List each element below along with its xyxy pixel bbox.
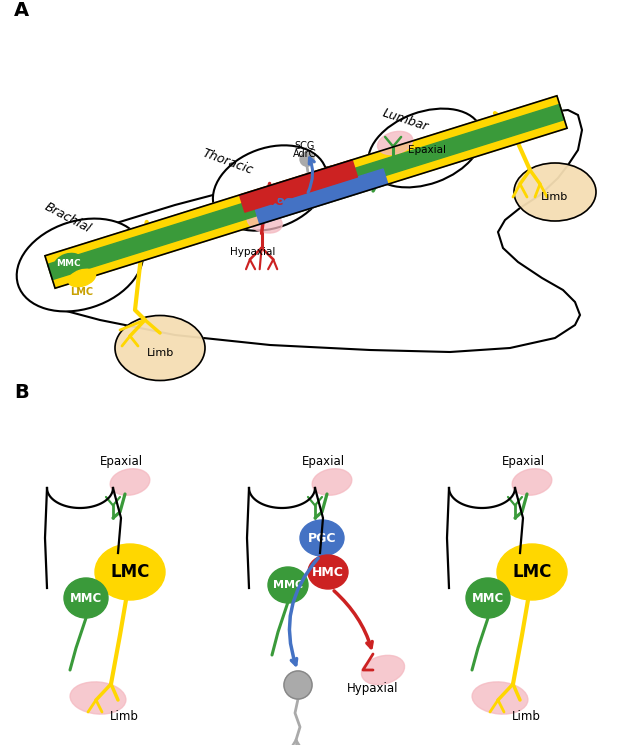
Text: Limb: Limb [110,710,138,723]
Text: Thoracic: Thoracic [201,147,255,177]
Ellipse shape [247,210,282,233]
Ellipse shape [308,555,348,589]
Text: Brachial: Brachial [43,200,93,235]
Ellipse shape [54,253,81,273]
Text: HMC: HMC [312,565,344,579]
Ellipse shape [312,469,352,495]
Ellipse shape [512,469,552,495]
Text: Hypaxial: Hypaxial [230,247,275,258]
Text: LMC: LMC [110,563,150,581]
Ellipse shape [514,163,596,221]
Text: MMC: MMC [273,580,303,590]
Ellipse shape [115,315,205,381]
Text: PGC: PGC [276,197,304,210]
Text: AdrG: AdrG [293,149,317,159]
Text: SCG: SCG [295,142,315,151]
Circle shape [300,152,314,166]
Text: LMC: LMC [512,563,552,581]
Ellipse shape [497,544,567,600]
Text: Epaxial: Epaxial [100,455,143,468]
Polygon shape [255,169,388,224]
Polygon shape [45,96,567,288]
Ellipse shape [300,520,344,556]
Ellipse shape [17,218,143,311]
Text: Limb: Limb [146,348,173,358]
Text: HMC: HMC [254,195,284,208]
Text: Lumbar: Lumbar [380,107,429,133]
Ellipse shape [110,469,150,495]
Ellipse shape [368,109,482,188]
Ellipse shape [68,269,96,287]
Text: Epaxial: Epaxial [302,455,345,468]
Polygon shape [239,159,357,212]
Text: MMC: MMC [70,592,102,604]
Text: Limb: Limb [511,710,540,723]
Text: MMC: MMC [56,259,80,267]
Text: Hypaxial: Hypaxial [347,682,399,695]
Text: Limb: Limb [541,192,569,202]
Text: PGC: PGC [308,531,336,545]
Ellipse shape [466,578,510,618]
Polygon shape [48,104,565,279]
Text: A: A [14,1,29,20]
Text: B: B [14,383,29,402]
Text: LMC: LMC [70,287,94,297]
Ellipse shape [70,682,126,714]
Ellipse shape [64,578,108,618]
Ellipse shape [95,544,165,600]
Text: Epaxial: Epaxial [408,145,446,155]
Ellipse shape [362,656,405,685]
Text: MMC: MMC [472,592,504,604]
Text: Epaxial: Epaxial [502,455,545,468]
Ellipse shape [213,145,327,231]
Polygon shape [38,110,582,352]
Ellipse shape [268,567,308,603]
Ellipse shape [378,131,413,154]
Ellipse shape [472,682,528,714]
Circle shape [284,671,312,699]
